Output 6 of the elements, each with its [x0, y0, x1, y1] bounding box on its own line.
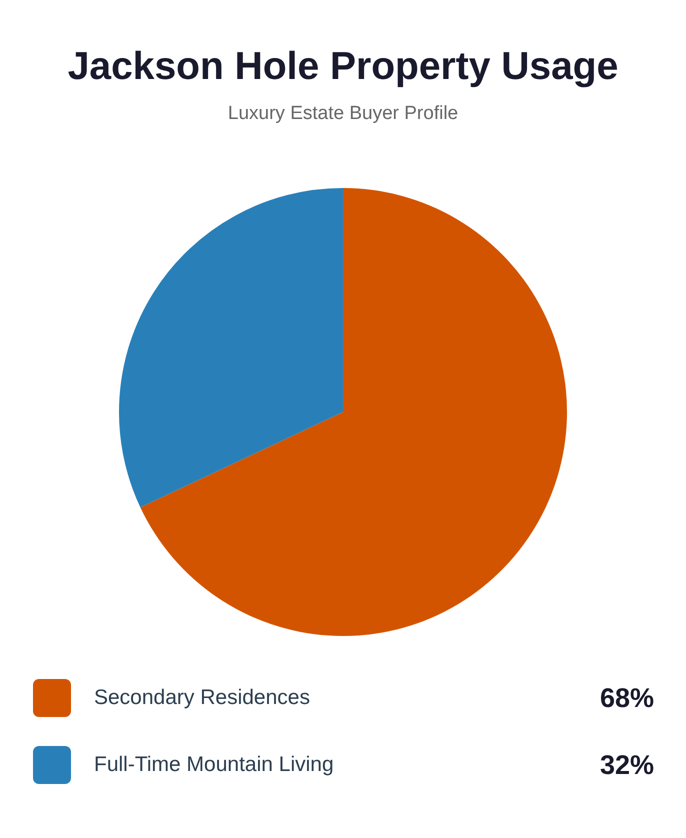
data-label: 32%	[600, 750, 654, 780]
chart-title: Jackson Hole Property Usage	[66, 44, 620, 90]
legend-label: Full-Time Mountain Living	[94, 753, 335, 777]
legend-label: Secondary Residences	[94, 686, 311, 710]
chart-subtitle: Luxury Estate Buyer Profile	[226, 102, 460, 126]
data-label: 68%	[600, 682, 654, 714]
